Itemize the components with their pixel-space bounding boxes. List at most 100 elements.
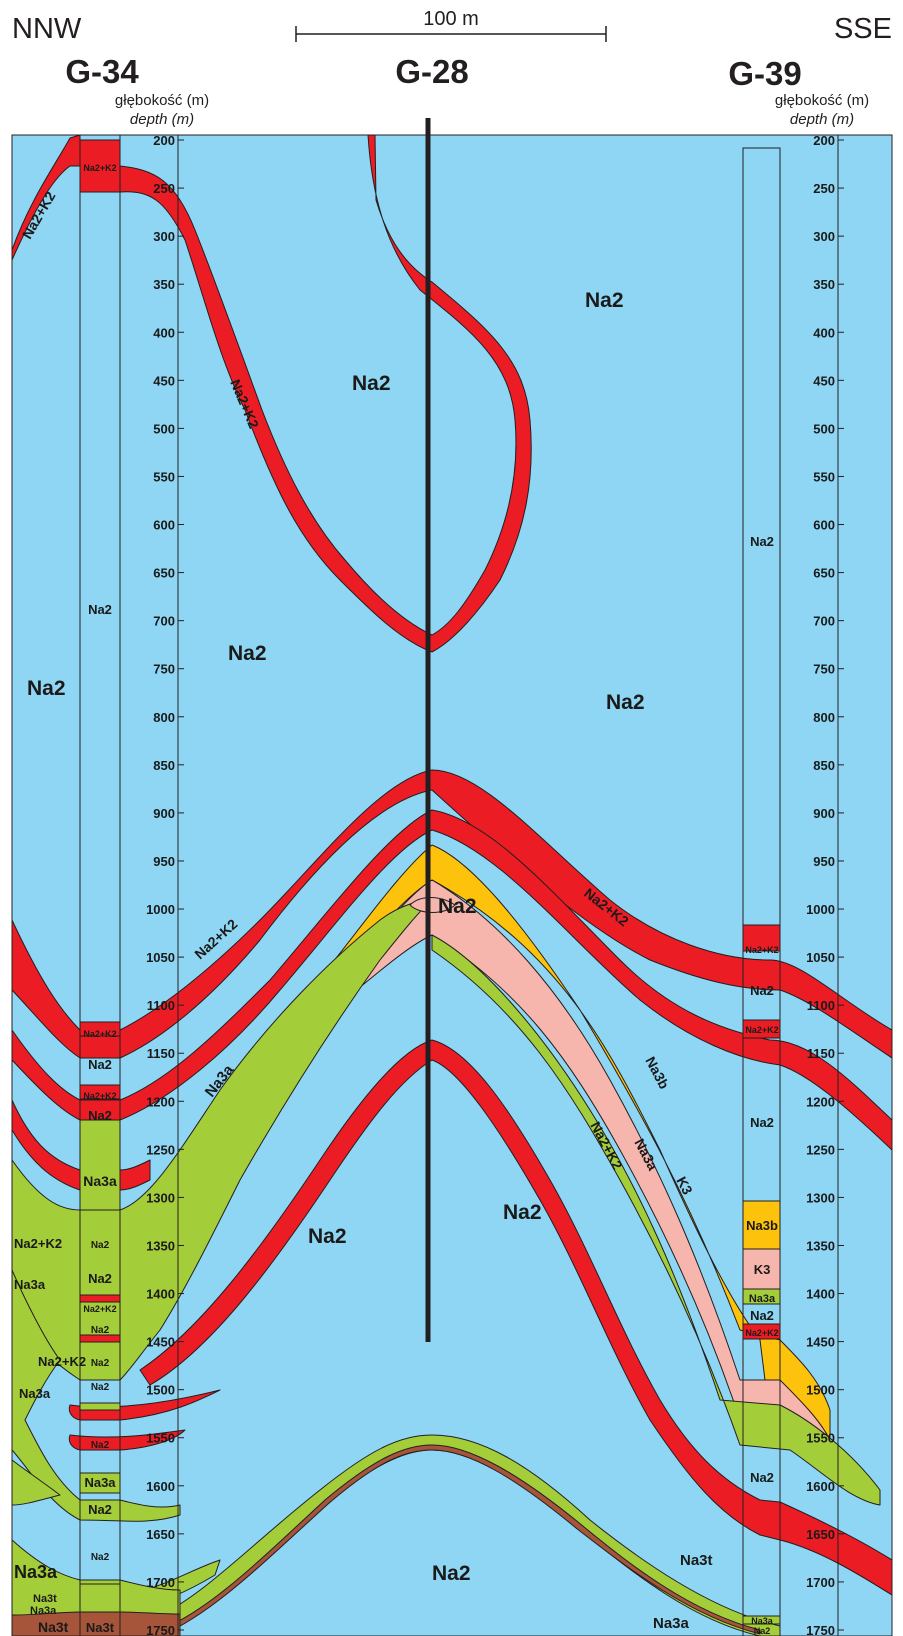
g34-label-4: Na2 — [88, 1057, 112, 1072]
left-depth-tick-label: 300 — [153, 229, 175, 244]
layer-na2k2-lens-1 — [68, 1389, 221, 1421]
g34-label-11: Na2 — [91, 1325, 110, 1336]
g39-label-10: Na2+K2 — [745, 1328, 778, 1338]
g34-label-10: Na2+K2 — [83, 1304, 116, 1314]
well-column-g39 — [742, 147, 781, 1636]
label-na3a-bottom-right: Na3a — [653, 1615, 690, 1632]
g39-label-3: Na2 — [750, 983, 774, 998]
sse-direction-label: SSE — [834, 13, 892, 45]
right-depth-tick-label: 650 — [813, 566, 835, 581]
left-depth-tick-label: 1450 — [146, 1335, 175, 1350]
right-depth-tick-label: 750 — [813, 662, 835, 677]
right-depth-tick-label: 900 — [813, 806, 835, 821]
label-na3a-bottom-left-small: Na3a — [30, 1605, 57, 1617]
left-depth-tick-label: 1200 — [146, 1094, 175, 1109]
g39-label-1: Na2 — [750, 534, 774, 549]
left-depth-tick-label: 1650 — [146, 1527, 175, 1542]
layer-na3a-wedge-3 — [11, 1459, 61, 1506]
g34-label-2: Na2 — [88, 602, 112, 617]
label-na2-deep-right: Na2 — [503, 1201, 542, 1224]
g39-label-13: Na2 — [754, 1626, 771, 1636]
g34-label-3: Na2+K2 — [83, 1029, 116, 1039]
depth-axis-right: 200 250 300 350 400 450 500 550 600 650 700 750 800 8… — [806, 133, 844, 1636]
g39-label-8: Na3a — [749, 1293, 776, 1305]
right-depth-tick-label: 1000 — [806, 902, 835, 917]
right-depth-tick-label: 1200 — [806, 1094, 835, 1109]
layer-na2k2-arch-2 — [11, 809, 893, 1151]
label-na2k2-left-lens: Na2+K2 — [14, 1236, 62, 1251]
scale-bar-label: 100 m — [423, 8, 479, 30]
left-depth-tick-label: 700 — [153, 614, 175, 629]
g39-label-9: Na2 — [750, 1308, 774, 1323]
g34-label-6: Na2 — [88, 1108, 112, 1123]
well-column-g34 — [79, 134, 121, 1636]
g34-label-1: Na2+K2 — [83, 163, 116, 173]
left-depth-tick-label: 500 — [153, 421, 175, 436]
left-depth-tick-label: 1500 — [146, 1383, 175, 1398]
g39-label-4: Na2+K2 — [745, 1025, 778, 1035]
left-depth-tick-label: 250 — [153, 181, 175, 196]
layer-na2k2-lens-2 — [68, 1429, 186, 1451]
right-depth-tick-label: 250 — [813, 181, 835, 196]
layer-na2k2-arch-1 — [11, 769, 893, 1059]
left-depth-tick-label: 1100 — [147, 998, 175, 1013]
right-depth-tick-label: 550 — [813, 469, 835, 484]
left-depth-tick-label: 650 — [153, 566, 175, 581]
left-depth-tick-label: 1300 — [146, 1190, 175, 1205]
label-na3t-bottom-left-small: Na3t — [33, 1593, 57, 1605]
right-depth-tick-label: 600 — [813, 518, 835, 533]
scale-bar: 100 m — [295, 8, 607, 42]
label-na3t-bottom-left: Na3t — [38, 1619, 69, 1635]
g34-column-labels: Na2+K2 Na2 Na2+K2 Na2 Na2+K2 Na2 Na3a Na… — [83, 163, 117, 1635]
layer-na2k2-g34-lower — [11, 1099, 151, 1191]
right-depth-tick-label: 400 — [813, 325, 835, 340]
left-depth-tick-label: 800 — [153, 710, 175, 725]
right-depth-tick-label: 1400 — [806, 1287, 835, 1302]
right-depth-tick-label: 1450 — [806, 1335, 835, 1350]
label-na3a-left-lens: Na3a — [14, 1277, 46, 1292]
label-k3: K3 — [673, 1174, 696, 1198]
g34-label-18: Na3t — [86, 1620, 115, 1635]
left-depth-tick-label: 1000 — [146, 902, 175, 917]
right-depth-tick-label: 1050 — [806, 950, 835, 965]
label-na3a-bottom-left: Na3a — [14, 1562, 58, 1582]
right-depth-tick-label: 1700 — [806, 1575, 835, 1590]
g39-label-6: Na3b — [746, 1218, 778, 1233]
label-na2-deep-left: Na2 — [308, 1225, 347, 1248]
depth-label-pl-right: głębokość (m) — [775, 92, 869, 109]
g34-label-14: Na2 — [91, 1440, 110, 1451]
left-depth-tick-label: 1750 — [146, 1623, 175, 1636]
well-name-g28: G-28 — [395, 53, 468, 90]
right-depth-tick-label: 800 — [813, 710, 835, 725]
left-depth-tick-label: 400 — [153, 325, 175, 340]
left-depth-tick-label: 950 — [153, 854, 175, 869]
label-na2-mid-left: Na2 — [228, 642, 267, 665]
g39-column-labels: Na2 Na2+K2 Na2 Na2+K2 Na2 Na3b K3 Na3a N… — [745, 534, 778, 1636]
layer-na3a-main — [11, 899, 433, 1381]
layer-na3a-right-strip — [431, 934, 881, 1506]
left-depth-tick-label: 900 — [153, 806, 175, 821]
left-depth-tick-label: 850 — [153, 758, 175, 773]
label-na2-upper-center: Na2 — [352, 372, 391, 395]
right-depth-tick-label: 350 — [813, 277, 835, 292]
layer-na3t-bottom-arch — [159, 1444, 761, 1636]
left-depth-tick-label: 350 — [153, 277, 175, 292]
g39-label-7: K3 — [754, 1262, 771, 1277]
left-depth-tick-label: 450 — [153, 373, 175, 388]
left-depth-tick-label: 1700 — [146, 1575, 175, 1590]
g34-label-8: Na2 — [91, 1240, 110, 1251]
left-depth-tick-label: 600 — [153, 518, 175, 533]
g34-label-17: Na2 — [91, 1552, 110, 1563]
left-depth-tick-label: 750 — [153, 662, 175, 677]
label-na2-bottom-center: Na2 — [432, 1562, 471, 1585]
depth-axis-left: 200 250 300 350 400 450 500 550 600 650 700 750 800 8… — [146, 133, 184, 1636]
left-depth-tick-label: 200 — [153, 133, 175, 148]
left-depth-tick-label: 1550 — [146, 1431, 175, 1446]
right-depth-tick-label: 1650 — [806, 1527, 835, 1542]
right-depth-tick-label: 450 — [813, 373, 835, 388]
g39-label-2: Na2+K2 — [745, 945, 778, 955]
label-na2-upper-right: Na2 — [585, 289, 624, 312]
right-depth-tick-label: 200 — [813, 133, 835, 148]
g34-label-12: Na2 — [91, 1358, 110, 1369]
